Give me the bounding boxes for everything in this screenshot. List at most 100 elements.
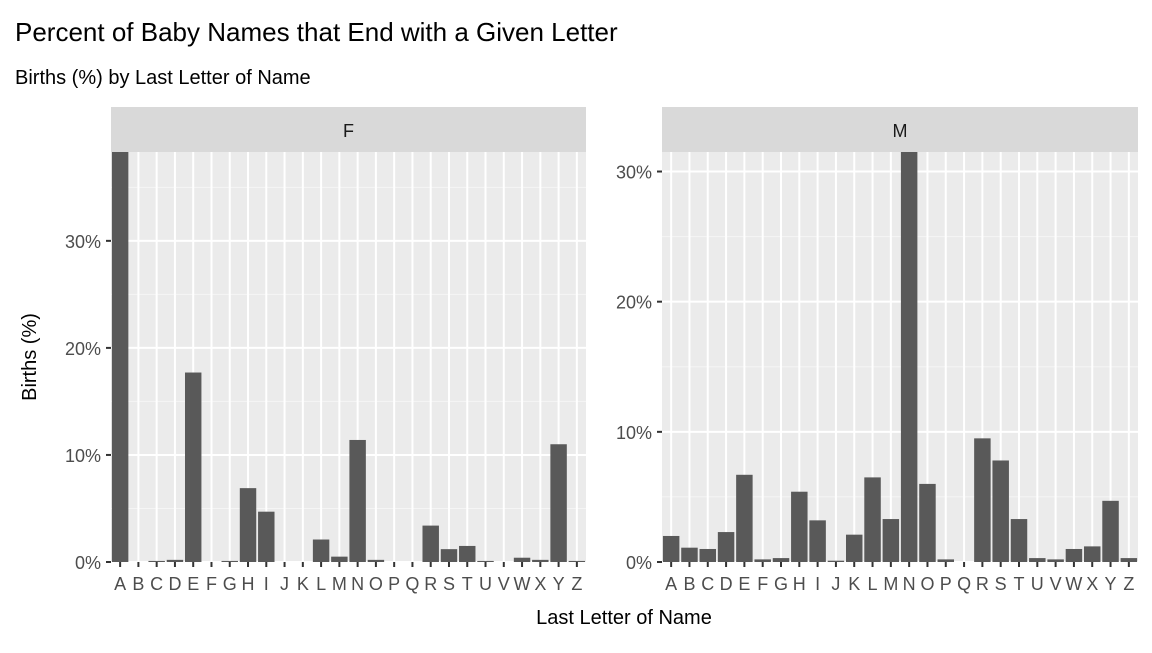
- x-tick-label: X: [1086, 574, 1098, 594]
- x-tick-label: Q: [405, 574, 419, 594]
- panel-background: [111, 152, 586, 562]
- x-tick-label: M: [332, 574, 347, 594]
- x-tick-label: J: [831, 574, 840, 594]
- x-axis-label: Last Letter of Name: [536, 607, 712, 629]
- x-tick-label: Y: [1105, 574, 1117, 594]
- bar-f-e: [184, 372, 202, 562]
- bar-f-i: [258, 511, 275, 562]
- x-tick-label: R: [424, 574, 437, 594]
- bar-m-u: [1029, 558, 1046, 562]
- bar-m-z: [1120, 558, 1138, 562]
- x-tick-label: G: [223, 574, 237, 594]
- x-tick-label: A: [114, 574, 126, 594]
- bar-m-w: [1065, 548, 1083, 562]
- bar-f-s: [440, 549, 458, 562]
- bar-f-a: [111, 152, 129, 562]
- x-tick-label: S: [443, 574, 455, 594]
- bar-f-m: [331, 556, 348, 562]
- bar-m-r: [974, 438, 991, 562]
- bar-f-d: [166, 559, 184, 562]
- bar-m-m: [882, 519, 900, 562]
- x-tick-label: M: [883, 574, 898, 594]
- bar-f-h: [239, 488, 257, 562]
- bar-m-x: [1083, 546, 1101, 562]
- y-tick-label: 0%: [626, 553, 652, 573]
- facet-panels: F0%10%20%30%A B C D E F G H I J K L M N O P Q R S T U V W X Y ZM0…: [65, 107, 1138, 594]
- x-tick-label: B: [683, 574, 695, 594]
- bar-m-c: [699, 548, 717, 562]
- bar-m-k: [845, 534, 863, 562]
- y-tick-label: 30%: [616, 163, 652, 183]
- y-tick-label: 20%: [65, 339, 101, 359]
- y-tick-label: 30%: [65, 232, 101, 252]
- x-tick-label: O: [920, 574, 934, 594]
- facet-strip-label: F: [343, 121, 354, 141]
- x-tick-label: C: [150, 574, 163, 594]
- x-tick-label: G: [774, 574, 788, 594]
- x-tick-label: K: [297, 574, 309, 594]
- bar-m-b: [681, 547, 698, 562]
- x-tick-label: S: [995, 574, 1007, 594]
- bar-m-d: [717, 532, 735, 562]
- facet-panel-f: F0%10%20%30%A B C D E F G H I J K L M N O P Q R S T U V W X Y Z: [65, 107, 586, 594]
- x-tick-label: O: [369, 574, 383, 594]
- bar-f-c: [148, 560, 165, 562]
- x-tick-label: I: [264, 574, 269, 594]
- facet-strip-label: M: [893, 121, 908, 141]
- bar-m-s: [992, 460, 1009, 562]
- x-tick-label: N: [351, 574, 364, 594]
- x-tick-label: D: [720, 574, 733, 594]
- x-tick-label: D: [168, 574, 181, 594]
- bar-m-a: [662, 535, 680, 562]
- bar-m-y: [1102, 500, 1119, 562]
- bar-f-u: [477, 560, 494, 562]
- chart-title: Percent of Baby Names that End with a Gi…: [15, 17, 618, 47]
- bar-m-p: [937, 559, 955, 562]
- facet-strip: [111, 107, 586, 152]
- bar-f-r: [422, 525, 439, 562]
- x-tick-label: V: [1050, 574, 1062, 594]
- x-tick-label: L: [868, 574, 878, 594]
- bar-f-x: [532, 559, 549, 562]
- x-tick-label: Z: [1123, 574, 1134, 594]
- bar-m-o: [919, 483, 936, 562]
- x-tick-label: F: [206, 574, 217, 594]
- x-tick-label: Q: [957, 574, 971, 594]
- bar-f-o: [367, 559, 385, 562]
- bar-m-n: [900, 152, 918, 562]
- bar-f-w: [513, 557, 531, 562]
- facet-panel-m: M0%10%20%30%A B C D E F G H I J K L M N O P Q R S T U V W X Y Z: [616, 107, 1138, 594]
- x-tick-label: W: [1065, 574, 1082, 594]
- bar-f-y: [550, 444, 567, 562]
- x-tick-label: U: [1031, 574, 1044, 594]
- x-tick-label: B: [132, 574, 144, 594]
- y-axis-label: Births (%): [19, 313, 41, 401]
- bar-m-g: [772, 558, 790, 562]
- x-tick-label: T: [1014, 574, 1025, 594]
- bar-m-e: [736, 474, 753, 562]
- bar-f-t: [459, 545, 476, 562]
- x-tick-label: L: [316, 574, 326, 594]
- x-tick-label: A: [665, 574, 677, 594]
- y-tick-label: 0%: [75, 553, 101, 573]
- bar-m-j: [827, 560, 845, 562]
- x-tick-label: P: [388, 574, 400, 594]
- x-tick-label: C: [701, 574, 714, 594]
- bar-m-l: [864, 477, 881, 562]
- x-tick-label: F: [757, 574, 768, 594]
- x-tick-label: K: [848, 574, 860, 594]
- x-tick-label: X: [534, 574, 546, 594]
- x-tick-label: E: [738, 574, 750, 594]
- bar-m-i: [809, 520, 826, 562]
- chart-subtitle: Births (%) by Last Letter of Name: [15, 67, 311, 89]
- x-tick-label: W: [514, 574, 531, 594]
- bar-f-l: [312, 539, 330, 562]
- x-tick-label: J: [280, 574, 289, 594]
- x-tick-label: Y: [553, 574, 565, 594]
- x-tick-label: H: [793, 574, 806, 594]
- x-tick-label: R: [976, 574, 989, 594]
- bar-m-h: [791, 491, 808, 562]
- x-tick-label: T: [462, 574, 473, 594]
- y-tick-label: 10%: [616, 423, 652, 443]
